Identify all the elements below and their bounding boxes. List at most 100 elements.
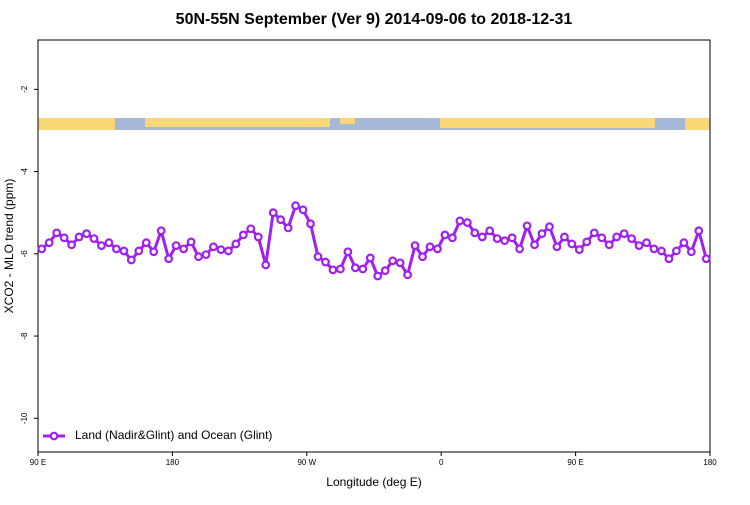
data-point — [530, 240, 539, 250]
data-point — [365, 253, 375, 263]
data-point — [686, 247, 696, 257]
data-point — [246, 224, 256, 234]
data-point — [642, 238, 651, 248]
data-point — [657, 246, 666, 256]
chart-title: 50N-55N September (Ver 9) 2014-09-06 to … — [176, 11, 573, 28]
data-point — [470, 228, 480, 238]
data-point — [418, 252, 427, 262]
data-point — [179, 244, 189, 254]
data-point — [350, 263, 360, 273]
data-point — [186, 237, 196, 247]
data-point — [59, 233, 69, 243]
data-point — [582, 237, 592, 247]
data-point — [82, 229, 91, 239]
data-point — [44, 238, 54, 248]
data-point — [619, 229, 629, 239]
x-tick-label: 90 E — [30, 458, 46, 467]
data-point — [111, 244, 121, 254]
data-point — [515, 244, 524, 254]
data-point — [238, 230, 248, 240]
data-point — [194, 252, 203, 262]
data-point — [589, 228, 599, 238]
data-point — [141, 238, 151, 248]
y-tick-label: -6 — [20, 250, 29, 258]
data-point — [328, 265, 338, 275]
data-point — [126, 255, 136, 265]
data-point — [492, 234, 502, 243]
data-point — [395, 258, 405, 268]
data-point — [507, 233, 517, 243]
x-tick-label: 90 E — [567, 458, 583, 467]
data-point — [164, 254, 174, 264]
data-point — [552, 242, 562, 252]
data-point — [37, 244, 47, 254]
data-point — [597, 233, 607, 243]
data-point — [306, 219, 315, 229]
data-point — [313, 252, 323, 262]
data-point — [612, 232, 622, 242]
data-point — [336, 264, 345, 274]
x-tick-label: 180 — [166, 458, 180, 467]
x-axis-label: Longitude (deg E) — [326, 475, 421, 489]
x-tick-label: 90 W — [297, 458, 316, 467]
data-point — [664, 254, 674, 264]
data-point — [171, 241, 181, 250]
data-point — [425, 242, 435, 252]
data-point — [433, 244, 442, 254]
data-point — [74, 232, 84, 242]
data-point — [560, 232, 569, 242]
data-point — [679, 238, 689, 248]
y-tick-label: -4 — [20, 167, 29, 175]
data-point — [216, 245, 226, 255]
data-point — [485, 226, 495, 236]
data-point — [672, 246, 681, 256]
data-point — [373, 271, 383, 281]
y-tick-label: -10 — [20, 412, 29, 424]
data-point — [627, 234, 636, 243]
data-point — [291, 201, 301, 211]
data-point — [97, 241, 106, 250]
data-point — [298, 205, 308, 215]
data-point — [388, 256, 398, 266]
data-point — [149, 247, 159, 257]
data-point — [104, 238, 114, 248]
data-point — [358, 264, 368, 274]
data-point — [380, 266, 390, 276]
data-point — [52, 228, 62, 238]
data-point — [156, 226, 166, 236]
data-point — [119, 246, 129, 256]
y-tick-label: -8 — [20, 332, 29, 340]
data-point — [545, 222, 554, 232]
data-point — [253, 232, 263, 242]
data-point — [209, 242, 218, 252]
data-point — [321, 257, 330, 267]
data-point — [231, 239, 241, 249]
data-point — [694, 226, 704, 236]
data-point — [440, 230, 450, 240]
x-tick-label: 180 — [703, 458, 717, 467]
data-point — [574, 245, 584, 255]
data-point — [410, 241, 420, 250]
data-point — [268, 208, 278, 218]
legend-marker — [49, 431, 59, 441]
data-point — [343, 247, 353, 257]
data-point — [567, 239, 577, 249]
plot-frame — [37, 39, 711, 453]
data-point — [455, 216, 465, 226]
data-point — [477, 232, 487, 242]
data-point — [649, 244, 659, 254]
data-point — [462, 218, 472, 227]
data-point — [134, 246, 144, 256]
data-point — [500, 236, 510, 246]
data-point — [261, 260, 271, 270]
land-ocean-strip — [38, 118, 710, 130]
data-point — [634, 241, 644, 250]
data-point — [522, 221, 532, 231]
data-point — [283, 223, 293, 233]
data-point — [201, 250, 211, 260]
x-tick-label: 0 — [439, 458, 444, 467]
data-point — [89, 234, 99, 243]
data-point — [604, 240, 614, 250]
y-tick-label: -2 — [20, 85, 29, 93]
